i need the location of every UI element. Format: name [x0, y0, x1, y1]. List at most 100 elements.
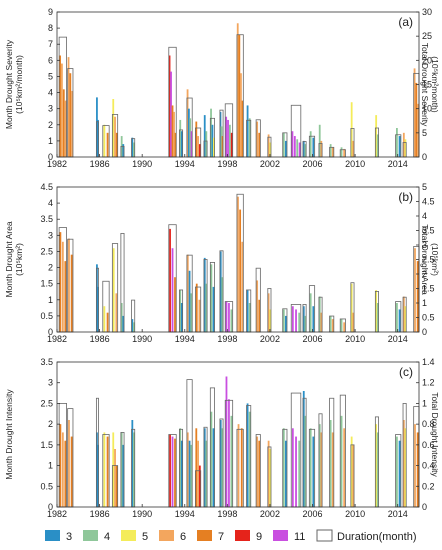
- drought-event: [255, 267, 261, 333]
- drought-event: [102, 124, 110, 158]
- monthly-bar: [122, 444, 125, 507]
- monthly-bar: [416, 261, 419, 332]
- monthly-bar: [195, 428, 198, 507]
- monthly-bar: [221, 428, 224, 507]
- y-tick-label: 3: [48, 230, 53, 240]
- monthly-bar: [398, 136, 401, 157]
- monthly-bar: [168, 55, 171, 157]
- monthly-bar: [112, 248, 115, 332]
- monthly-bar: [398, 440, 401, 507]
- monthly-bar: [237, 196, 239, 332]
- monthly-bar: [238, 34, 241, 158]
- monthly-bar: [112, 432, 115, 507]
- legend-swatch-5: [121, 530, 136, 541]
- y2-tick-label: 0.6: [422, 440, 435, 450]
- monthly-bar: [210, 108, 212, 157]
- monthly-bar: [198, 299, 201, 332]
- x-tick-label: 1998: [217, 159, 237, 169]
- monthly-bar: [320, 312, 323, 332]
- monthly-bar: [241, 241, 244, 332]
- x-tick-label: 1990: [132, 334, 152, 344]
- monthly-bar: [230, 132, 233, 157]
- drought-event: [67, 408, 74, 508]
- drought-event: [302, 391, 307, 508]
- drought-event: [58, 227, 67, 333]
- drought-event: [120, 136, 125, 158]
- monthly-bar: [171, 248, 174, 332]
- monthly-bar: [67, 57, 70, 157]
- panel-label: (c): [399, 365, 413, 379]
- monthly-bar: [248, 303, 251, 332]
- x-tick-label: 2006: [303, 509, 323, 519]
- drought-event: [168, 46, 177, 158]
- drought-event: [395, 301, 402, 333]
- y-tick-label: 4: [48, 88, 53, 98]
- monthly-bar: [203, 428, 206, 507]
- legend-swatch-7: [197, 530, 212, 541]
- monthly-bar: [103, 306, 106, 332]
- drought-event: [267, 134, 272, 158]
- legend-swatch-11: [273, 530, 288, 541]
- monthly-bar: [171, 105, 174, 157]
- drought-event: [179, 428, 184, 508]
- drought-event: [402, 296, 407, 333]
- monthly-bar: [187, 108, 190, 157]
- monthly-bar: [398, 309, 401, 332]
- y-tick-label: 2: [48, 263, 53, 273]
- x-tick-label: 2014: [388, 159, 408, 169]
- drought-event: [374, 115, 379, 158]
- drought-event: [209, 261, 215, 333]
- monthly-bar: [343, 148, 346, 157]
- monthly-bar: [230, 415, 233, 507]
- drought-event: [282, 132, 288, 158]
- monthly-bar: [122, 315, 125, 332]
- monthly-bar: [375, 115, 378, 157]
- monthly-bar: [240, 428, 243, 507]
- legend-label-9: 9: [256, 531, 262, 543]
- y2-axis-label: (10⁵km²month): [430, 56, 440, 113]
- drought-event: [195, 283, 202, 333]
- drought-event: [224, 103, 234, 158]
- drought-event: [302, 140, 307, 158]
- y2-tick-label: 5: [422, 182, 427, 192]
- monthly-bar: [396, 128, 398, 157]
- drought-event: [102, 432, 110, 508]
- monthly-bar: [221, 277, 224, 332]
- monthly-bar: [267, 293, 270, 332]
- drought-event: [255, 119, 261, 158]
- monthly-bar: [256, 280, 259, 332]
- monthly-bar: [376, 134, 379, 157]
- y-axis-label: Month Drought Intensity: [4, 389, 14, 480]
- monthly-bar: [320, 432, 323, 507]
- monthly-bar: [188, 440, 191, 507]
- monthly-bar: [298, 440, 301, 507]
- monthly-bar: [114, 449, 116, 507]
- x-tick-label: 2002: [260, 334, 280, 344]
- monthly-bar: [195, 283, 198, 332]
- monthly-bar: [115, 132, 118, 157]
- y-tick-label: 2.5: [40, 246, 53, 256]
- monthly-bar: [417, 103, 420, 157]
- monthly-bar: [352, 444, 355, 507]
- monthly-bar: [404, 306, 407, 332]
- x-tick-label: 2006: [303, 159, 323, 169]
- monthly-bar: [396, 436, 398, 507]
- monthly-bar: [343, 322, 346, 332]
- x-tick-label: 1990: [132, 159, 152, 169]
- x-tick-label: 2010: [345, 334, 365, 344]
- y2-tick-label: 1.2: [422, 378, 435, 388]
- y-tick-label: 2: [48, 120, 53, 130]
- monthly-bar: [320, 140, 323, 157]
- y-tick-label: 5: [48, 71, 53, 81]
- drought-event: [179, 289, 184, 333]
- monthly-bar: [97, 444, 99, 507]
- y2-axis-label: Total Drought Intensity: [430, 392, 440, 477]
- monthly-bar: [195, 121, 198, 157]
- x-tick-label: 2014: [388, 509, 408, 519]
- y-axis-label: Month Drought Severity: [4, 39, 14, 129]
- monthly-bar: [312, 436, 315, 507]
- drought-event: [350, 102, 355, 158]
- monthly-bar: [309, 293, 312, 332]
- monthly-bar: [197, 440, 199, 507]
- monthly-bar: [179, 119, 182, 157]
